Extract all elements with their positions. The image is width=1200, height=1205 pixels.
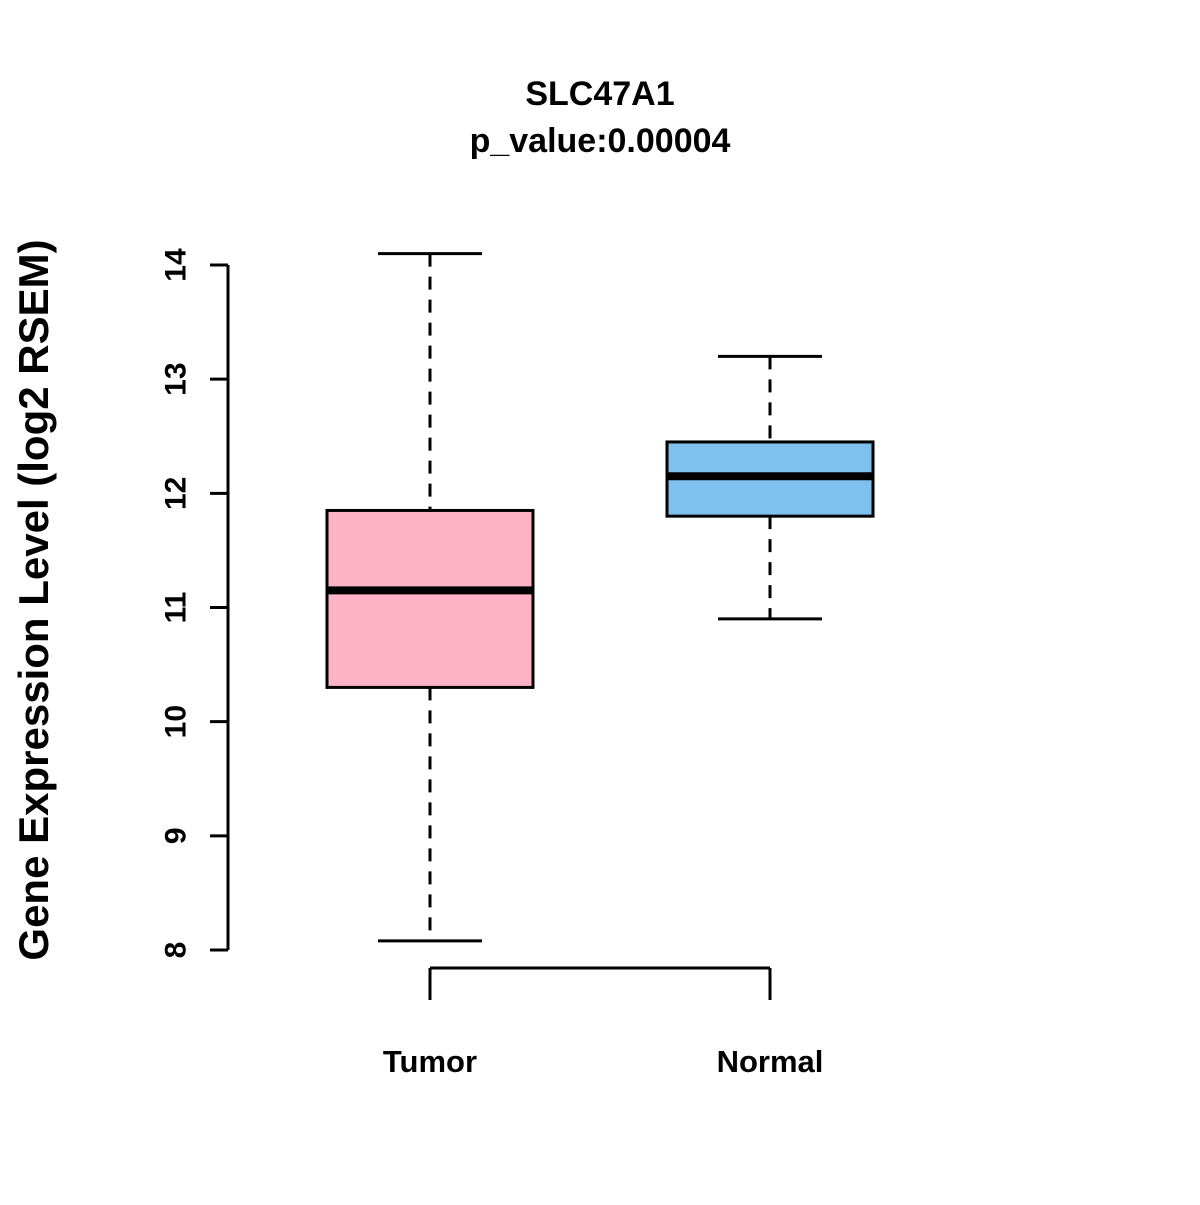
y-tick-label: 8 — [160, 942, 193, 959]
y-axis-title: Gene Expression Level (log2 RSEM) — [10, 239, 57, 960]
chart-title: SLC47A1 — [525, 75, 674, 113]
y-tick-label: 14 — [160, 248, 193, 282]
box-group-tumor — [325, 252, 535, 943]
x-category-label-normal: Normal — [717, 1044, 824, 1079]
y-tick-label: 11 — [160, 592, 193, 624]
y-tick-label: 12 — [160, 477, 193, 510]
y-tick-label: 10 — [160, 705, 193, 738]
y-tick-label: 13 — [160, 362, 193, 395]
box-group-normal — [665, 354, 875, 621]
x-category-label-tumor: Tumor — [383, 1044, 477, 1079]
x-axis: Tumor Normal — [383, 966, 824, 1079]
y-axis: 8 9 10 11 12 13 14 — [160, 248, 230, 959]
y-tick-label: 9 — [160, 827, 193, 844]
iqr-box — [325, 508, 535, 689]
boxplot-series — [325, 252, 875, 943]
chart-subtitle: p_value:0.00004 — [470, 122, 731, 160]
